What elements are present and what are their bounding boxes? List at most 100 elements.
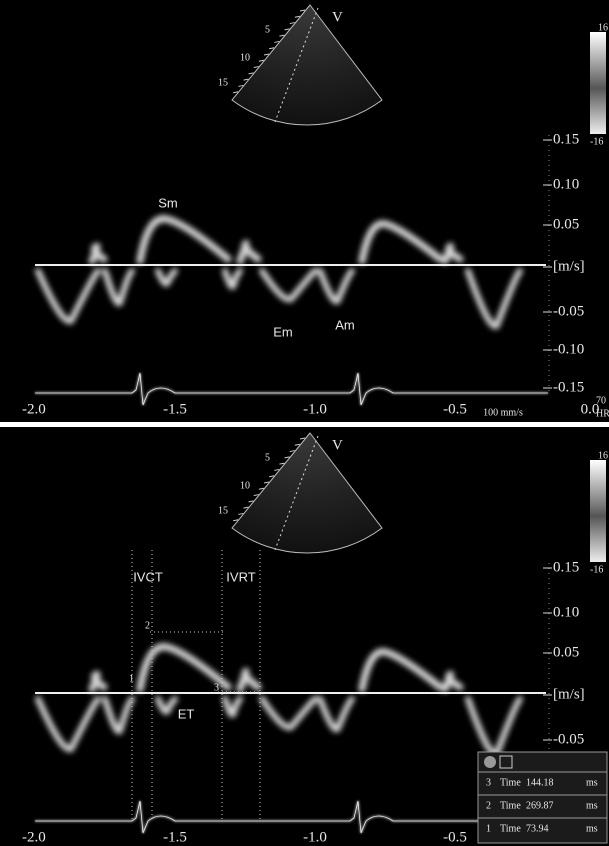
hr-label: HR	[596, 408, 609, 419]
sector-label: V	[332, 437, 343, 453]
depth-tick	[279, 462, 285, 465]
depth-tick	[299, 437, 306, 440]
depth-tick	[284, 28, 290, 31]
depth-tick	[253, 494, 259, 497]
depth-tick	[243, 506, 249, 509]
velocity-label: -0.05	[553, 303, 584, 319]
wave-annotation: Sm	[158, 195, 178, 210]
time-label: -0.5	[443, 401, 467, 417]
velocity-label: 0.05	[553, 644, 579, 660]
depth-tick	[248, 72, 254, 75]
caliper-marker: 2	[145, 620, 150, 631]
systolic-wave	[358, 648, 444, 693]
diastolic-wave	[155, 696, 178, 715]
depth-tick	[289, 22, 295, 25]
depth-tick	[233, 519, 239, 522]
row-unit: ms	[586, 823, 598, 834]
interval-annotation: ET	[178, 706, 195, 721]
velocity-label: 0.10	[553, 604, 579, 620]
depth-label: 15	[218, 77, 228, 88]
interval-annotation: IVRT	[226, 569, 255, 584]
depth-tick	[269, 475, 275, 478]
scale-bottom: -16	[590, 136, 603, 147]
depth-label: 10	[240, 480, 250, 491]
velocity-label: [m/s]	[553, 258, 585, 274]
diastolic-wave	[222, 696, 243, 718]
caliper-marker: 1	[129, 673, 134, 684]
depth-tick	[238, 512, 244, 515]
depth-tick	[263, 53, 270, 56]
interval-annotation: IVCT	[133, 569, 163, 584]
time-label: -2.0	[22, 401, 46, 417]
velocity-label: 0.10	[553, 176, 579, 192]
scan-line	[274, 435, 319, 551]
depth-tick	[279, 34, 285, 37]
diastolic-wave	[102, 268, 135, 307]
time-label: -1.5	[163, 829, 187, 845]
depth-tick	[253, 66, 259, 69]
depth-label: 10	[240, 52, 250, 63]
diastolic-wave	[35, 268, 101, 325]
scale-top: 16	[598, 450, 608, 461]
velocity-label: 0.15	[553, 559, 579, 575]
scale-bottom: -16	[590, 564, 603, 575]
time-label: -2.0	[22, 829, 46, 845]
doppler-trace	[35, 643, 523, 758]
sector-fan	[231, 4, 383, 126]
diastolic-wave	[465, 268, 523, 330]
row-label: Time	[500, 823, 521, 834]
systolic-wave	[136, 215, 232, 265]
table-icon	[484, 756, 496, 768]
time-label: -0.5	[443, 829, 467, 845]
row-unit: ms	[586, 800, 598, 811]
row-index: 1	[486, 823, 491, 834]
velocity-label: -0.15	[553, 379, 584, 395]
diastolic-wave	[317, 696, 355, 733]
depth-tick	[274, 468, 280, 471]
wave-annotation: Em	[273, 324, 293, 339]
depth-tick	[289, 450, 295, 453]
row-value: 73.94	[526, 823, 549, 834]
velocity-label: 0.05	[553, 216, 579, 232]
systolic-wave	[88, 670, 108, 693]
ecg-trace	[35, 800, 548, 834]
velocity-label: -0.10	[553, 341, 584, 357]
row-unit: ms	[586, 777, 598, 788]
table-icon	[499, 755, 513, 769]
depth-tick	[299, 9, 306, 12]
systolic-wave	[88, 242, 108, 265]
sector-label: V	[332, 9, 343, 25]
depth-tick	[233, 91, 239, 94]
diastolic-wave	[259, 268, 318, 303]
time-label: 0.0	[581, 401, 600, 417]
wave-annotation: Am	[335, 317, 355, 332]
systolic-wave	[236, 239, 262, 265]
diastolic-wave	[259, 696, 318, 731]
depth-tick	[294, 443, 300, 446]
sweep-speed: 100 mm/s	[483, 407, 523, 418]
systolic-wave	[441, 242, 464, 265]
depth-tick	[284, 456, 290, 459]
caliper-marker: 3	[214, 682, 219, 693]
depth-tick	[263, 481, 270, 484]
systolic-wave	[358, 220, 444, 265]
depth-tick	[238, 84, 244, 87]
row-label: Time	[500, 777, 521, 788]
ecg-trace	[35, 372, 548, 406]
row-value: 269.87	[526, 800, 554, 811]
scale-top: 16	[598, 22, 608, 33]
diastolic-wave	[102, 696, 135, 735]
row-label: Time	[500, 800, 521, 811]
row-index: 3	[486, 777, 491, 788]
systolic-wave	[236, 667, 262, 693]
depth-tick	[294, 15, 300, 18]
hr-value: 70	[596, 395, 606, 406]
gray-scale-bar	[590, 460, 606, 562]
systolic-wave	[441, 670, 464, 693]
velocity-label: [m/s]	[553, 686, 585, 702]
diastolic-wave	[317, 268, 355, 305]
scan-line	[274, 7, 319, 123]
sector-fan	[231, 432, 383, 554]
depth-tick	[258, 487, 264, 490]
